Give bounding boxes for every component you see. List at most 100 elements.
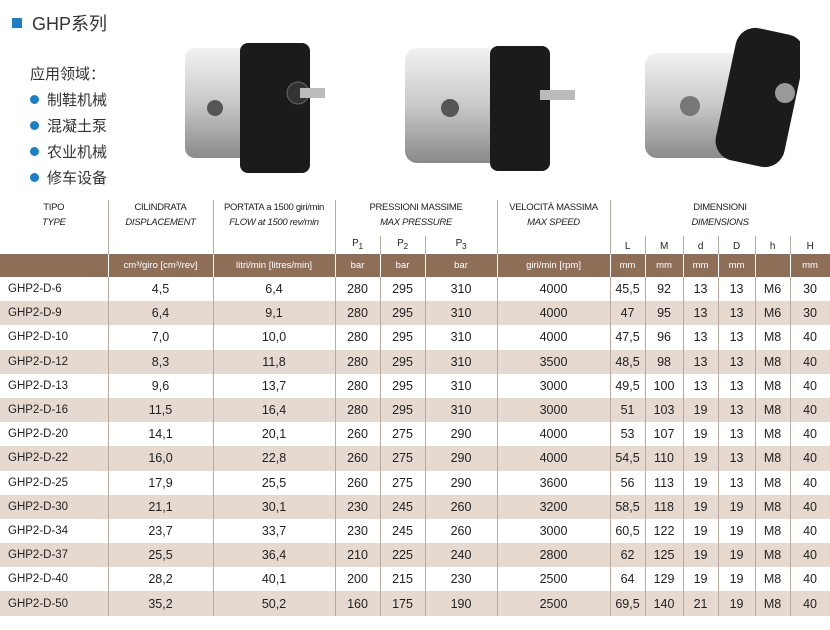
column-name: CILINDRATA <box>134 202 187 213</box>
table-cell: 4000 <box>497 422 611 447</box>
pressure-index: 1 <box>358 241 364 251</box>
table-cell: 9,1 <box>213 301 336 326</box>
table-cell: 92 <box>645 277 684 302</box>
table-cell: 275 <box>380 446 426 471</box>
table-cell: 36,4 <box>213 543 336 568</box>
table-cell: GHP2-D-50 <box>0 591 109 616</box>
column-name-en: TYPE <box>41 217 66 228</box>
table-cell: 290 <box>425 446 498 471</box>
applications: 应用领域： 制鞋机械 混凝土泵 农业机械 修车设备 <box>30 60 107 190</box>
table-cell: 20,1 <box>213 422 336 447</box>
header-cell: CILINDRATA DISPLACEMENT <box>108 200 214 254</box>
pressure-label: P1 <box>335 236 381 254</box>
table-cell: GHP2-D-12 <box>0 349 109 374</box>
table-cell: 260 <box>425 518 498 544</box>
column-name: TIPO <box>43 202 65 213</box>
pump-1 <box>185 43 325 173</box>
table-cell: 4000 <box>497 446 611 471</box>
table-cell: 100 <box>645 373 684 398</box>
table-cell: 19 <box>683 567 719 592</box>
table-cell: 280 <box>335 373 381 398</box>
column-name-en: FLOW at 1500 rev/min <box>229 217 319 228</box>
table-cell: 40 <box>790 591 830 616</box>
table-cell: 62 <box>610 543 646 568</box>
table-cell: 40 <box>790 518 830 544</box>
table-cell: 51 <box>610 397 646 423</box>
application-item: 修车设备 <box>30 164 107 190</box>
table-cell: 45,5 <box>610 277 646 302</box>
table-cell: GHP2-D-16 <box>0 397 109 423</box>
table-cell: 21,1 <box>108 494 214 519</box>
table-cell: 260 <box>425 494 498 519</box>
table-cell: 210 <box>335 543 381 568</box>
table-cell: M6 <box>755 277 791 302</box>
table-cell: 275 <box>380 422 426 447</box>
table-cell: 295 <box>380 373 426 398</box>
table-cell: 118 <box>645 494 684 519</box>
table-cell: 280 <box>335 349 381 374</box>
table-cell: 19 <box>683 446 719 471</box>
table-cell: 310 <box>425 301 498 326</box>
table-row: GHP2-D-6 4,5 6,4 280 295 310 4000 45,5 92 13 13 M6 3… <box>0 277 830 302</box>
table-cell: 25,5 <box>213 470 336 495</box>
table-cell: 4000 <box>497 325 611 350</box>
table-cell: 64 <box>610 567 646 592</box>
dimension-label: h <box>755 236 791 254</box>
table-cell: 4000 <box>497 277 611 302</box>
table-cell: 3000 <box>497 397 611 423</box>
pump-2 <box>405 46 575 171</box>
table-cell: 49,5 <box>610 373 646 398</box>
table-cell: 310 <box>425 325 498 350</box>
table-cell: 40,1 <box>213 567 336 592</box>
table-cell: 11,5 <box>108 397 214 423</box>
table-cell: M8 <box>755 591 791 616</box>
table-cell: 33,7 <box>213 518 336 544</box>
table-cell: 10,0 <box>213 325 336 350</box>
table-cell: 40 <box>790 494 830 519</box>
table-cell: 13 <box>718 277 756 302</box>
pressure-symbol: P <box>455 238 463 249</box>
table-cell: 60,5 <box>610 518 646 544</box>
table-cell: 280 <box>335 301 381 326</box>
table-cell: GHP2-D-6 <box>0 277 109 302</box>
table-cell: 19 <box>683 543 719 568</box>
table-cell: 129 <box>645 567 684 592</box>
table-cell: 13 <box>718 325 756 350</box>
table-cell: M8 <box>755 373 791 398</box>
table-cell: 69,5 <box>610 591 646 616</box>
dimension-label: d <box>683 236 719 254</box>
table-cell: 103 <box>645 397 684 423</box>
table-cell: 310 <box>425 373 498 398</box>
table-cell: 98 <box>645 349 684 374</box>
dimension-label: H <box>790 236 830 254</box>
table-cell: GHP2-D-40 <box>0 567 109 592</box>
dimension-label: M <box>645 236 684 254</box>
applications-title: 应用领域： <box>30 65 106 83</box>
table-cell: 3000 <box>497 518 611 544</box>
pressure-index: 2 <box>403 241 409 251</box>
table-cell: 53 <box>610 422 646 447</box>
table-cell: 225 <box>380 543 426 568</box>
table-cell: 19 <box>683 518 719 544</box>
table-cell: 260 <box>335 470 381 495</box>
unit-cell: bar <box>425 254 498 277</box>
unit-cell: litri/min [litres/min] <box>213 254 336 277</box>
pressure-index: 3 <box>462 241 467 251</box>
table-cell: 290 <box>425 422 498 447</box>
table-cell: 19 <box>683 422 719 447</box>
table-cell: 13 <box>718 301 756 326</box>
table-row: GHP2-D-10 7,0 10,0 280 295 310 4000 47,5 96 13 13 M… <box>0 325 830 350</box>
header-cell: DIMENSIONI DIMENSIONS <box>610 200 830 236</box>
table-cell: M8 <box>755 325 791 350</box>
table-row: GHP2-D-25 17,9 25,5 260 275 290 3600 56 113 19 13 M… <box>0 470 830 495</box>
table-cell: 295 <box>380 349 426 374</box>
table-cell: 13 <box>718 470 756 495</box>
header-cell: PRESSIONI MASSIME MAX PRESSURE <box>335 200 498 236</box>
spec-table: TIPO TYPE CILINDRATA DISPLACEMENT PORTATA … <box>0 200 830 616</box>
table-cell: 9,6 <box>108 373 214 398</box>
table-cell: 16,0 <box>108 446 214 471</box>
unit-cell <box>0 254 109 277</box>
table-cell: 96 <box>645 325 684 350</box>
table-cell: GHP2-D-9 <box>0 301 109 326</box>
